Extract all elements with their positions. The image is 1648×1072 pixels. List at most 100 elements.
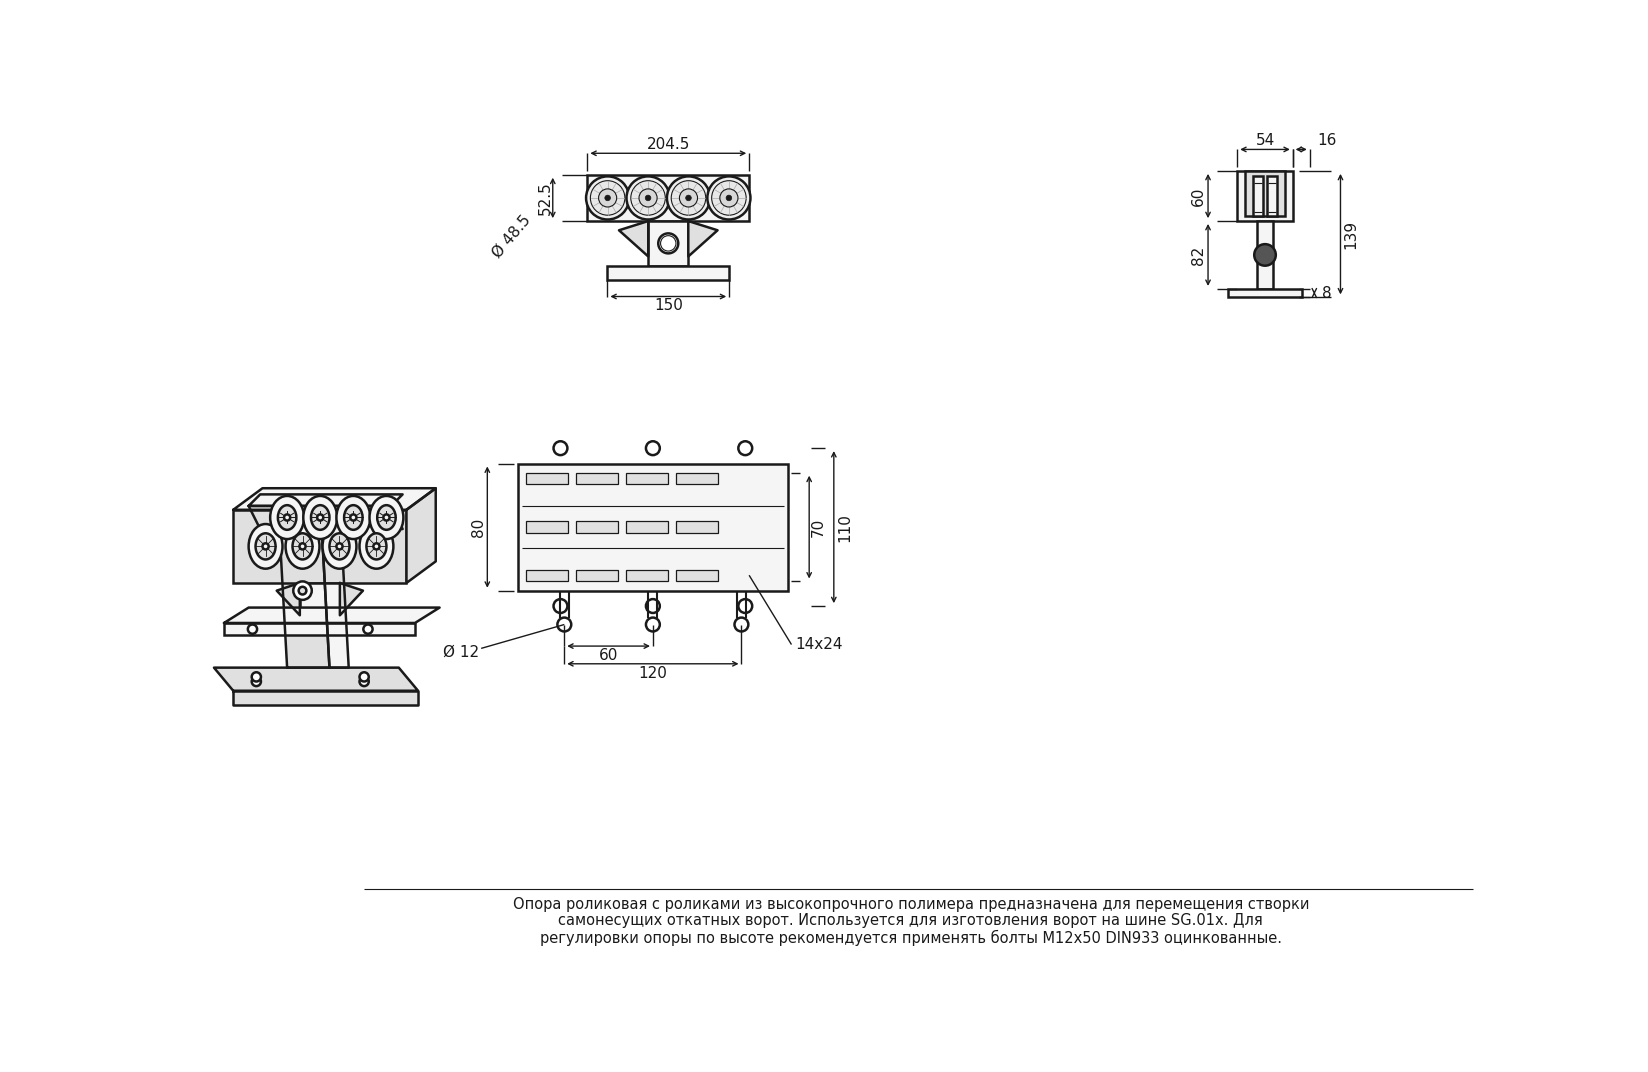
Bar bbox=[626, 570, 669, 581]
Text: 14x24: 14x24 bbox=[796, 637, 842, 652]
Ellipse shape bbox=[366, 533, 386, 560]
Ellipse shape bbox=[323, 524, 356, 568]
Ellipse shape bbox=[377, 505, 396, 530]
Circle shape bbox=[293, 581, 311, 600]
Text: 8: 8 bbox=[1322, 285, 1332, 300]
Ellipse shape bbox=[255, 533, 275, 560]
Circle shape bbox=[252, 676, 260, 686]
Circle shape bbox=[707, 177, 750, 220]
Text: 110: 110 bbox=[837, 512, 852, 541]
Circle shape bbox=[712, 181, 747, 215]
Ellipse shape bbox=[369, 496, 404, 539]
Bar bbox=[517, 463, 788, 591]
Bar bbox=[526, 473, 569, 485]
Circle shape bbox=[686, 195, 691, 200]
Polygon shape bbox=[321, 530, 349, 668]
Ellipse shape bbox=[359, 524, 394, 568]
Circle shape bbox=[363, 625, 372, 634]
Circle shape bbox=[359, 676, 369, 686]
Circle shape bbox=[300, 544, 305, 550]
Polygon shape bbox=[249, 506, 402, 530]
Polygon shape bbox=[689, 221, 717, 256]
Text: 150: 150 bbox=[654, 298, 682, 313]
Ellipse shape bbox=[285, 524, 320, 568]
Ellipse shape bbox=[249, 524, 282, 568]
Circle shape bbox=[605, 195, 610, 200]
Bar bbox=[626, 521, 669, 533]
Text: 82: 82 bbox=[1192, 245, 1206, 265]
Bar bbox=[1244, 172, 1285, 217]
Bar bbox=[575, 473, 618, 485]
Text: 60: 60 bbox=[598, 647, 618, 662]
Polygon shape bbox=[234, 488, 435, 510]
Circle shape bbox=[1254, 244, 1276, 266]
Ellipse shape bbox=[336, 496, 371, 539]
Bar bbox=[626, 473, 669, 485]
Circle shape bbox=[351, 515, 356, 521]
Circle shape bbox=[252, 672, 260, 682]
Circle shape bbox=[336, 544, 343, 550]
Ellipse shape bbox=[330, 533, 349, 560]
Bar bbox=[587, 175, 750, 221]
Polygon shape bbox=[234, 690, 419, 704]
Circle shape bbox=[646, 195, 651, 200]
Ellipse shape bbox=[344, 505, 363, 530]
Ellipse shape bbox=[303, 496, 338, 539]
Circle shape bbox=[384, 515, 389, 521]
Text: 60: 60 bbox=[1192, 187, 1206, 206]
Text: 204.5: 204.5 bbox=[646, 136, 691, 151]
Bar bbox=[1238, 172, 1292, 221]
Circle shape bbox=[374, 544, 379, 550]
Bar bbox=[1252, 177, 1264, 215]
Polygon shape bbox=[407, 488, 435, 583]
Bar bbox=[648, 221, 689, 266]
Circle shape bbox=[679, 189, 697, 207]
Bar bbox=[1228, 288, 1302, 297]
Polygon shape bbox=[249, 494, 402, 506]
Bar bbox=[676, 473, 719, 485]
Text: 70: 70 bbox=[811, 518, 826, 537]
Circle shape bbox=[639, 189, 658, 207]
Polygon shape bbox=[620, 221, 648, 256]
Circle shape bbox=[359, 672, 369, 682]
Bar bbox=[1267, 177, 1277, 215]
Circle shape bbox=[283, 515, 290, 521]
Bar bbox=[234, 510, 407, 583]
Text: Опора роликовая с роликами из высокопрочного полимера предназначена для перемеще: Опора роликовая с роликами из высокопроч… bbox=[513, 896, 1309, 911]
Ellipse shape bbox=[279, 505, 297, 530]
Circle shape bbox=[598, 189, 616, 207]
Text: Ø 48.5: Ø 48.5 bbox=[489, 212, 534, 260]
Text: 80: 80 bbox=[471, 518, 486, 537]
Ellipse shape bbox=[292, 533, 313, 560]
Text: 52.5: 52.5 bbox=[537, 181, 552, 214]
Circle shape bbox=[671, 181, 705, 215]
Ellipse shape bbox=[270, 496, 305, 539]
Polygon shape bbox=[280, 530, 330, 668]
Text: 54: 54 bbox=[1256, 133, 1274, 148]
Polygon shape bbox=[214, 668, 419, 690]
Ellipse shape bbox=[311, 505, 330, 530]
Text: регулировки опоры по высоте рекомендуется применять болты М12х50 DIN933 оцинкова: регулировки опоры по высоте рекомендуетс… bbox=[541, 929, 1282, 946]
Bar bbox=[608, 266, 728, 280]
Text: 120: 120 bbox=[638, 666, 667, 681]
Circle shape bbox=[727, 195, 732, 200]
Circle shape bbox=[247, 625, 257, 634]
Bar bbox=[224, 623, 415, 636]
Circle shape bbox=[262, 544, 269, 550]
Bar bbox=[676, 521, 719, 533]
Bar bbox=[676, 570, 719, 581]
Bar bbox=[575, 521, 618, 533]
Bar bbox=[1257, 221, 1272, 288]
Polygon shape bbox=[224, 608, 440, 623]
Text: Ø 12: Ø 12 bbox=[443, 644, 480, 659]
Circle shape bbox=[590, 181, 625, 215]
Circle shape bbox=[658, 234, 679, 253]
Polygon shape bbox=[277, 583, 300, 615]
Circle shape bbox=[667, 177, 710, 220]
Circle shape bbox=[316, 515, 323, 521]
Bar bbox=[526, 521, 569, 533]
Bar bbox=[300, 583, 339, 623]
Polygon shape bbox=[339, 583, 363, 615]
Circle shape bbox=[298, 586, 307, 595]
Bar bbox=[526, 570, 569, 581]
